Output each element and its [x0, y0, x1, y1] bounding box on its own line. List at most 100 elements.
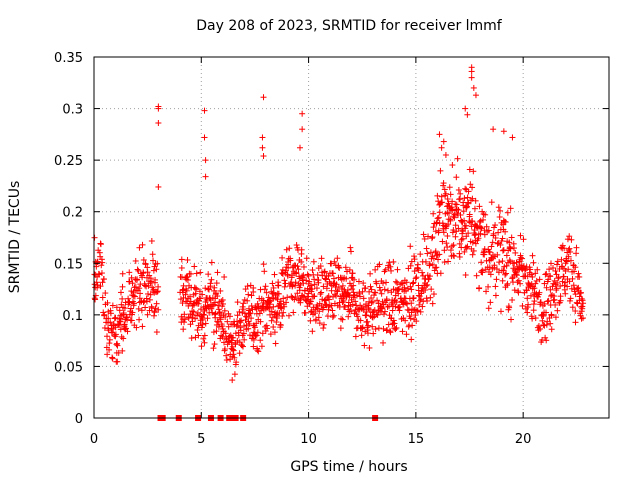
data-point: [269, 290, 276, 297]
data-point: [148, 237, 155, 244]
data-point: [180, 326, 187, 333]
data-point: [189, 311, 196, 318]
data-point: [280, 309, 287, 316]
data-point: [440, 180, 447, 187]
data-point: [512, 249, 519, 256]
data-point: [246, 310, 253, 317]
data-point: [204, 315, 211, 322]
data-point: [243, 313, 250, 320]
data-point: [497, 308, 504, 315]
data-point: [427, 294, 434, 301]
data-point: [425, 276, 432, 283]
data-point: [138, 307, 145, 314]
data-point: [144, 269, 151, 276]
data-point: [322, 276, 329, 283]
data-point: [318, 255, 325, 262]
data-point: [229, 346, 236, 353]
data-point: [462, 225, 469, 232]
data-point: [470, 247, 477, 254]
data-point: [241, 336, 248, 343]
data-point: [339, 282, 346, 289]
data-point: [308, 286, 315, 293]
data-point: [463, 244, 470, 251]
data-point: [155, 306, 162, 313]
data-point: [519, 255, 526, 262]
data-point: [187, 311, 194, 318]
data-point: [575, 270, 582, 277]
data-point: [380, 339, 387, 346]
y-tick-labels: 0 0.05 0.1 0.15 0.2 0.25 0.3 0.35: [54, 51, 83, 427]
data-point: [183, 287, 190, 294]
data-point: [107, 319, 114, 326]
data-point: [415, 287, 422, 294]
data-point: [320, 325, 327, 332]
data-point: [403, 279, 410, 286]
data-point: [250, 288, 257, 295]
data-point: [113, 304, 120, 311]
data-point: [111, 315, 118, 322]
data-point: [445, 221, 452, 228]
data-point: [129, 292, 136, 299]
data-point: [115, 349, 122, 356]
data-point: [507, 205, 514, 212]
data-point: [566, 245, 573, 252]
data-point: [422, 286, 429, 293]
data-point: [572, 319, 579, 326]
data-point: [470, 168, 477, 175]
data-point: [263, 289, 270, 296]
data-point: [500, 128, 507, 135]
data-point: [129, 309, 136, 316]
data-point: [116, 322, 123, 329]
data-point: [390, 317, 397, 324]
data-point: [511, 287, 518, 294]
data-point: [221, 346, 228, 353]
data-point: [221, 339, 228, 346]
data-point: [574, 300, 581, 307]
x-tick-label: 5: [197, 432, 205, 447]
data-point: [491, 262, 498, 269]
data-point: [155, 120, 162, 127]
data-point: [240, 300, 247, 307]
data-point: [496, 213, 503, 220]
data-point: [391, 320, 398, 327]
data-point: [142, 304, 149, 311]
data-point: [94, 282, 101, 289]
data-point: [302, 309, 309, 316]
data-point: [155, 283, 162, 290]
data-point: [517, 232, 524, 239]
data-point: [152, 305, 159, 312]
data-point: [182, 291, 189, 298]
data-point: [500, 267, 507, 274]
data-point: [153, 300, 160, 307]
data-point: [384, 303, 391, 310]
data-point: [240, 322, 247, 329]
data-point: [372, 326, 379, 333]
data-point: [420, 231, 427, 238]
data-point: [120, 335, 127, 342]
data-point: [239, 343, 246, 350]
data-point: [465, 200, 472, 207]
data-point: [280, 295, 287, 302]
data-point: [450, 227, 457, 234]
data-point: [410, 295, 417, 302]
data-point: [259, 303, 266, 310]
data-point: [488, 199, 495, 206]
data-point: [325, 303, 332, 310]
data-point: [131, 293, 138, 300]
data-point: [548, 326, 555, 333]
data-point: [471, 227, 478, 234]
data-point: [340, 297, 347, 304]
data-point: [412, 312, 419, 319]
data-point: [540, 313, 547, 320]
data-point: [304, 293, 311, 300]
data-point: [487, 271, 494, 278]
data-point: [320, 283, 327, 290]
data-point: [414, 308, 421, 315]
data-point: [188, 335, 195, 342]
data-point: [295, 266, 302, 273]
data-point: [438, 193, 445, 200]
data-point: [236, 308, 243, 315]
data-point: [215, 323, 222, 330]
data-point: [502, 219, 509, 226]
data-point: [238, 342, 245, 349]
